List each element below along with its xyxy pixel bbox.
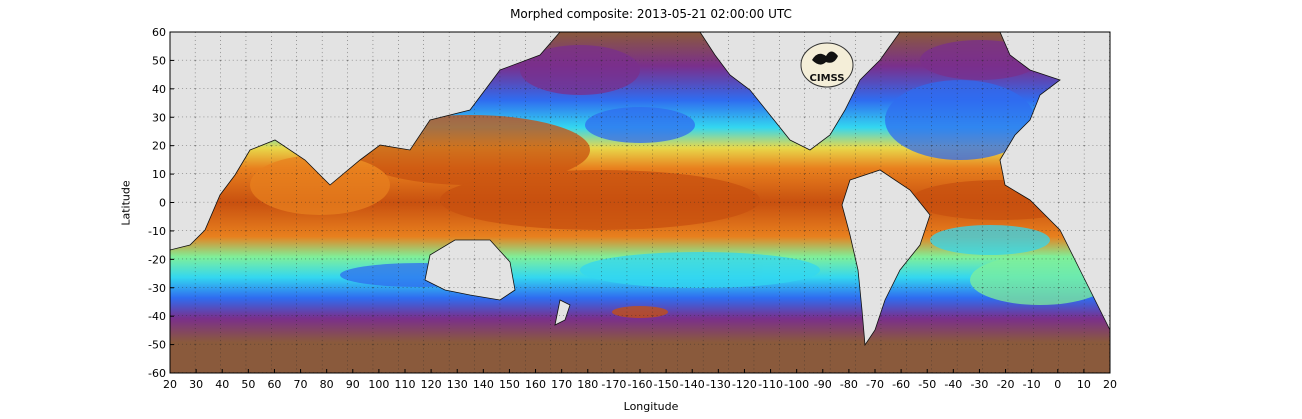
- y-tick-label: -30: [148, 282, 166, 295]
- x-tick-label: -60: [892, 378, 910, 391]
- y-tick-label: 30: [152, 111, 166, 124]
- x-tick-label: -50: [918, 378, 936, 391]
- y-tick-label: -10: [148, 225, 166, 238]
- x-tick-label: 50: [241, 378, 255, 391]
- x-tick-label: -100: [784, 378, 809, 391]
- x-tick-label: 150: [499, 378, 520, 391]
- x-tick-label: -130: [706, 378, 731, 391]
- x-tick-label: -80: [840, 378, 858, 391]
- x-tick-label: -170: [601, 378, 626, 391]
- y-tick-label: -40: [148, 310, 166, 323]
- x-tick-label: -120: [732, 378, 757, 391]
- x-tick-label: 70: [294, 378, 308, 391]
- x-tick-labels: 20 30 40 50 60 70 80 90 100 110 120 130 140 150 160 170…: [163, 369, 1117, 391]
- x-tick-label: 20: [1103, 378, 1117, 391]
- y-tick-label: -20: [148, 253, 166, 266]
- chart-title: Morphed composite: 2013-05-21 02:00:00 U…: [510, 7, 792, 21]
- cimss-logo: CIMSS: [800, 42, 854, 88]
- x-tick-label: -160: [628, 378, 653, 391]
- y-tick-label: -60: [148, 367, 166, 380]
- x-tick-label: -10: [1023, 378, 1041, 391]
- x-tick-label: 100: [368, 378, 389, 391]
- y-tick-label: 40: [152, 83, 166, 96]
- x-tick-label: 40: [215, 378, 229, 391]
- plot-area: [170, 32, 1110, 373]
- x-tick-label: -140: [680, 378, 705, 391]
- y-tick-label: 60: [152, 26, 166, 39]
- logo-text: CIMSS: [810, 73, 845, 84]
- x-tick-label: -20: [997, 378, 1015, 391]
- y-tick-label: 10: [152, 168, 166, 181]
- x-tick-label: 110: [395, 378, 416, 391]
- x-tick-label: 120: [421, 378, 442, 391]
- x-tick-label: 170: [551, 378, 572, 391]
- x-tick-label: -110: [758, 378, 783, 391]
- y-tick-label: 20: [152, 140, 166, 153]
- x-tick-label: -90: [814, 378, 832, 391]
- y-tick-label: 0: [159, 197, 166, 210]
- x-tick-label: 140: [473, 378, 494, 391]
- y-tick-labels: 60 50 40 30 20 10 0 -10 -20 -30 -40 -50 -60: [148, 26, 174, 380]
- x-tick-label: -40: [944, 378, 962, 391]
- x-axis-label: Longitude: [623, 400, 679, 413]
- x-tick-label: 20: [163, 378, 177, 391]
- x-tick-label: 0: [1054, 378, 1061, 391]
- x-tick-label: 10: [1077, 378, 1091, 391]
- x-tick-label: 60: [267, 378, 281, 391]
- x-tick-label: 180: [577, 378, 598, 391]
- graticule: [170, 32, 1110, 373]
- x-tick-label: 130: [447, 378, 468, 391]
- y-tick-label: -50: [148, 339, 166, 352]
- x-tick-label: -30: [970, 378, 988, 391]
- x-tick-label: -150: [654, 378, 679, 391]
- x-tick-label: 160: [525, 378, 546, 391]
- x-tick-label: -70: [866, 378, 884, 391]
- y-tick-label: 50: [152, 54, 166, 67]
- x-tick-label: 90: [346, 378, 360, 391]
- x-tick-label: 80: [320, 378, 334, 391]
- x-tick-label: 30: [189, 378, 203, 391]
